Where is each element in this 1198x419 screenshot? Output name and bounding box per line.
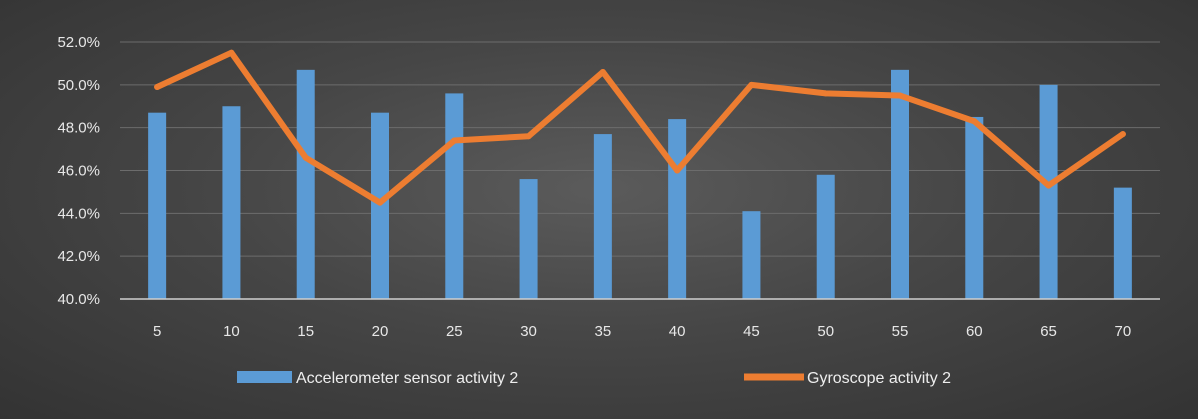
x-tick-label: 45 <box>743 323 760 340</box>
bar <box>593 134 612 299</box>
line-point <box>674 167 681 174</box>
gyroscope-line <box>154 49 1126 206</box>
line-point <box>302 154 309 161</box>
x-tick-label: 35 <box>595 323 612 340</box>
line-point <box>1119 131 1126 138</box>
bar <box>965 116 984 299</box>
line-point <box>822 90 829 97</box>
legend-label-gyroscope: Gyroscope activity 2 <box>807 370 951 387</box>
x-tick-label: 50 <box>817 323 834 340</box>
line-point <box>154 83 161 90</box>
x-tick-label: 5 <box>153 323 161 340</box>
y-tick-label: 52.0% <box>57 34 100 51</box>
y-tick-label: 40.0% <box>57 291 100 308</box>
y-tick-label: 46.0% <box>57 163 100 180</box>
bar <box>296 69 315 299</box>
bar <box>1039 84 1058 299</box>
line-point <box>451 137 458 144</box>
legend-label-accelerometer: Accelerometer sensor activity 2 <box>296 370 518 387</box>
bar <box>816 174 835 299</box>
bar <box>519 179 538 299</box>
bar <box>222 106 241 299</box>
x-tick-label: 60 <box>966 323 983 340</box>
line-point <box>748 81 755 88</box>
line-point <box>1045 182 1052 189</box>
bar <box>445 93 464 300</box>
line-point <box>525 133 532 140</box>
line-point <box>897 92 903 99</box>
x-tick-label: 65 <box>1040 323 1057 340</box>
x-tick-label: 10 <box>223 323 240 340</box>
line-point <box>971 118 978 125</box>
bar <box>371 112 389 299</box>
x-tick-label: 15 <box>297 323 314 340</box>
x-tick-label: 70 <box>1115 323 1132 340</box>
legend-swatch-accelerometer <box>237 371 292 383</box>
line-point <box>228 49 235 56</box>
bar <box>148 112 167 299</box>
y-tick-label: 50.0% <box>57 77 100 94</box>
line-point <box>377 199 383 206</box>
x-tick-label: 40 <box>669 323 686 340</box>
bar <box>1113 187 1132 299</box>
y-tick-label: 48.0% <box>57 120 100 137</box>
bar <box>891 69 909 299</box>
bar <box>742 211 761 299</box>
x-tick-label: 55 <box>892 323 909 340</box>
y-tick-label: 42.0% <box>57 248 100 265</box>
x-tick-label: 30 <box>520 323 537 340</box>
bar <box>668 119 687 299</box>
y-tick-label: 44.0% <box>57 205 100 222</box>
x-tick-label: 20 <box>372 323 389 340</box>
line-point <box>599 68 606 75</box>
x-tick-label: 25 <box>446 323 463 340</box>
